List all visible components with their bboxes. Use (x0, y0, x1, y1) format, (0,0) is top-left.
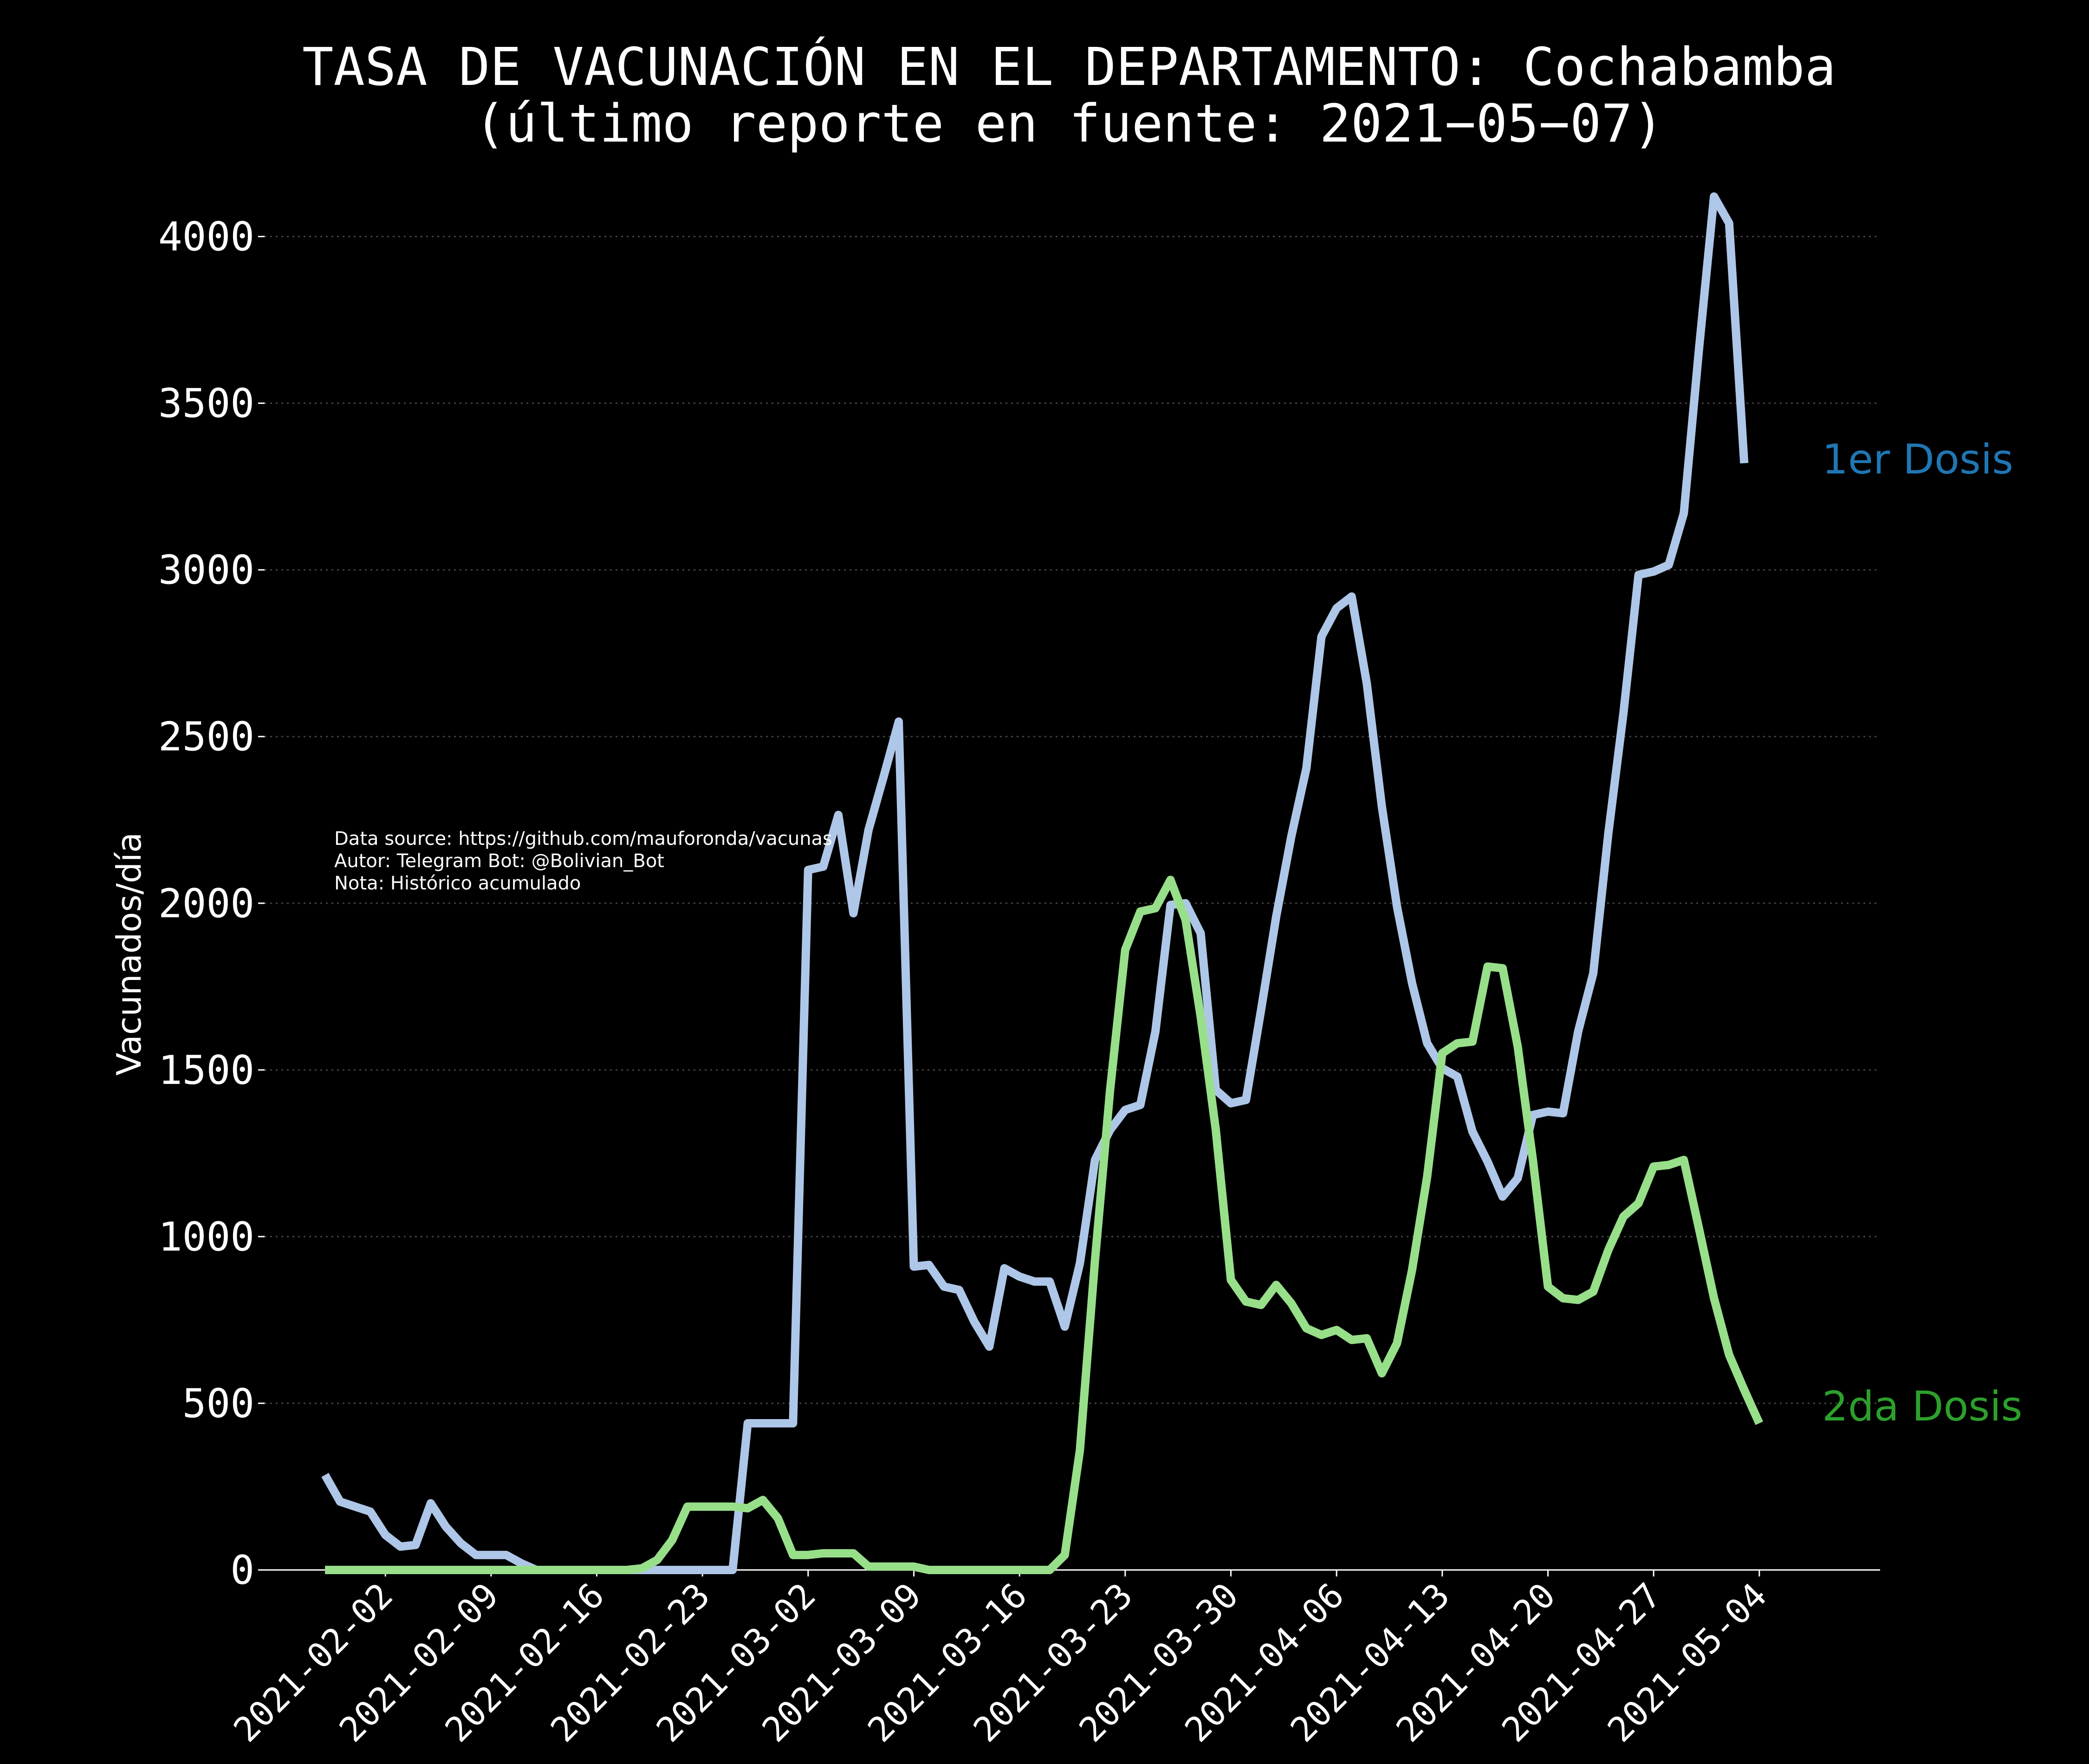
y-tick-label: 1500 (158, 1047, 254, 1094)
y-tick-label: 3000 (158, 547, 254, 594)
chart-title-line-2: (último reporte en fuente: 2021−05−07) (474, 94, 1664, 154)
source-note-line-1: Data source: https://github.com/mauforon… (334, 828, 832, 850)
source-note: Data source: https://github.com/mauforon… (334, 828, 832, 894)
grid-lines (265, 236, 1880, 1404)
y-tick-label: 2000 (158, 881, 254, 927)
series-label-1er-dosis: 1er Dosis (1822, 435, 2013, 483)
y-tick-label: 0 (230, 1547, 254, 1594)
y-tick-label: 4000 (158, 214, 254, 260)
chart-title-line-1: TASA DE VACUNACIÓN EN EL DEPARTAMENTO: C… (302, 37, 1836, 97)
y-tick-label: 3500 (158, 381, 254, 427)
source-note-line-3: Nota: Histórico acumulado (334, 873, 581, 894)
y-axis-ticks: 0 500 1000 1500 2000 2500 3000 3500 4000 (158, 214, 265, 1594)
series-line-2 (325, 876, 1763, 1574)
y-axis-label: Vacunados/día (110, 832, 149, 1076)
y-tick-label: 500 (182, 1381, 254, 1427)
series-lines (321, 192, 1763, 1574)
y-tick-label: 2500 (158, 714, 254, 760)
source-note-line-2: Autor: Telegram Bot: @Bolivian_Bot (334, 850, 664, 872)
series-label-2da-dosis: 2da Dosis (1822, 1382, 2023, 1430)
y-tick-label: 1000 (158, 1214, 254, 1260)
